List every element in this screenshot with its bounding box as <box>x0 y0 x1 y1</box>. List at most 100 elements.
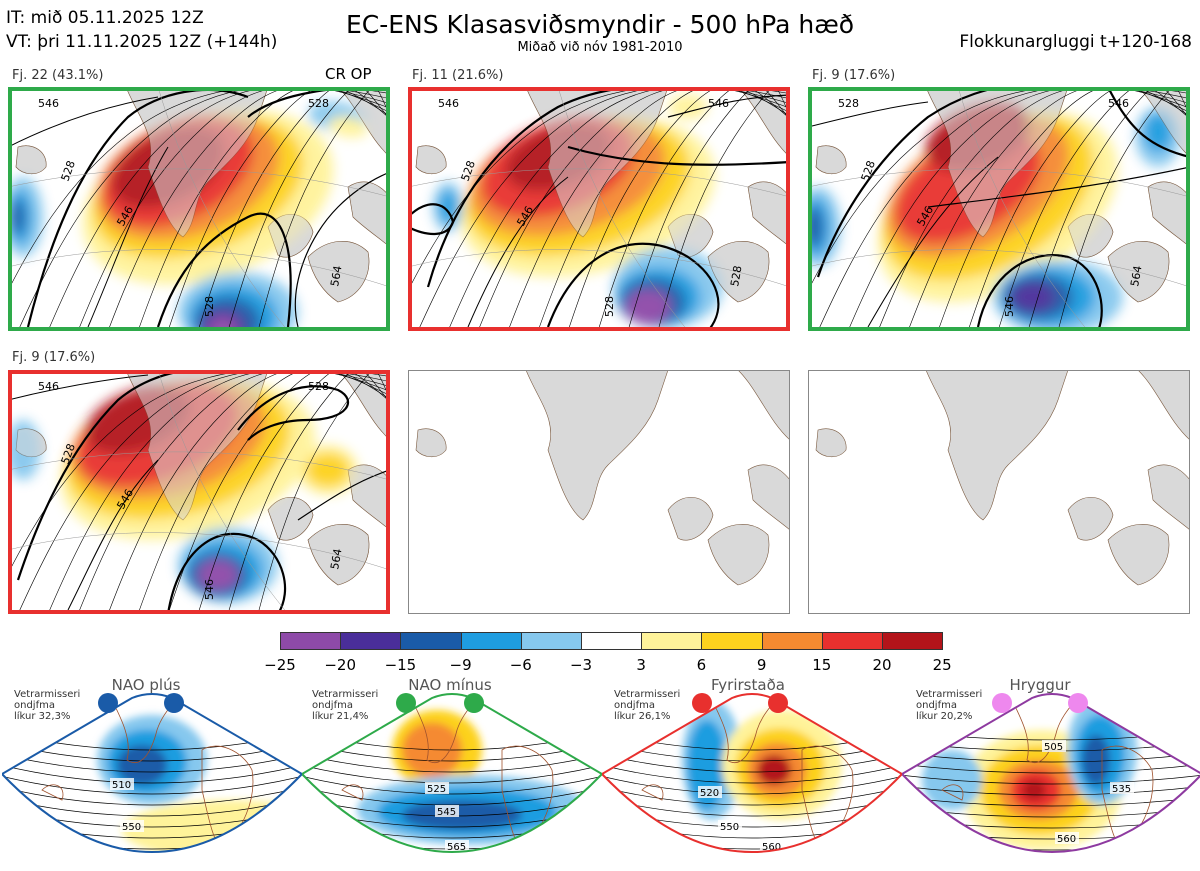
colorbar-tick-label: 25 <box>932 656 952 674</box>
regime-contour-label: 565 <box>447 842 466 853</box>
colorbar-tick-label: 3 <box>636 656 646 674</box>
contour-line <box>257 87 390 331</box>
contour-line-bold <box>8 374 149 401</box>
contour-line <box>1027 87 1190 331</box>
contour-line <box>537 87 790 331</box>
regime-contour-label: 525 <box>427 784 446 795</box>
contour-line-bold <box>247 87 372 118</box>
anomaly-blob <box>305 452 351 488</box>
regime-marker-dot <box>464 693 484 713</box>
regime-contour-label: 520 <box>700 788 719 799</box>
contour-line <box>77 87 390 331</box>
colorbar-swatch <box>400 632 462 650</box>
contour-line <box>197 87 390 331</box>
regime-contour-line <box>2 784 302 806</box>
regime-marker-dot <box>692 693 712 713</box>
contour-line-bold <box>546 242 720 331</box>
anomaly-blob <box>11 199 25 235</box>
land-mass <box>415 370 790 586</box>
contour-line <box>657 87 790 331</box>
regime-contour-line <box>602 850 902 852</box>
regime-label-bg <box>718 820 742 832</box>
contour-line-bold <box>87 146 169 328</box>
contour-line-bold <box>408 203 455 235</box>
regime-contour-label: 550 <box>720 822 739 833</box>
colorbar-tick-label: −15 <box>384 656 417 674</box>
regime-blob <box>402 800 522 830</box>
contour-line-bold <box>156 212 292 328</box>
regime-blob <box>117 745 167 785</box>
cluster-map-4: 528 546 546 528 564 546 <box>8 370 390 614</box>
colorbar-swatch <box>821 632 883 650</box>
contour-line-bold <box>976 254 1103 331</box>
panel-3-label: Fj. 9 (17.6%) <box>812 68 896 83</box>
anomaly-blob <box>1010 282 1056 312</box>
panel-frame <box>808 87 1190 331</box>
regime-contour-line <box>302 751 602 773</box>
colorbar-swatch <box>761 632 823 650</box>
regime-contour-line <box>602 762 902 784</box>
contour-line <box>137 370 390 614</box>
regime-marker-dot <box>768 693 788 713</box>
colorbar-tick-label: −25 <box>264 656 296 674</box>
regime-blob <box>1007 854 1037 866</box>
contour-line <box>77 370 390 614</box>
contour-line <box>967 87 1190 331</box>
regime-map-3: 520 550 560 <box>602 693 902 853</box>
contour-label: 564 <box>328 265 344 288</box>
regime-contour-line <box>302 850 602 852</box>
contour-line <box>257 370 390 614</box>
panel-frame <box>408 87 790 331</box>
contour-line-bold <box>808 101 929 128</box>
regime-map-4: 505 535 560 <box>902 693 1200 866</box>
contour-line <box>8 370 390 575</box>
contour-label: 528 <box>838 97 859 110</box>
colorbar-tick-label: −3 <box>569 656 593 674</box>
contour-label: 564 <box>1128 265 1144 288</box>
colorbar-tick-label: −20 <box>324 656 357 674</box>
contour-line <box>907 87 1190 331</box>
regime-contour-label: 560 <box>762 842 781 853</box>
panel-frame <box>8 87 390 331</box>
regime-2-note: Vetrarmisseri ondjfma líkur 21,4% <box>312 689 379 722</box>
regime-map-1: 510 550 <box>2 693 302 853</box>
contour-line <box>227 87 390 331</box>
regime-contour-line <box>302 784 602 806</box>
regime-1-name: NAO plús <box>111 676 181 694</box>
panel-frame <box>8 370 390 614</box>
regime-coastline <box>641 697 854 851</box>
page-title: EC-ENS Klasasviðsmyndir - 500 hPa hæð <box>345 10 855 39</box>
contour-line-bold <box>297 469 390 521</box>
contour-line-bold <box>567 145 790 166</box>
panel-1-badge: CR OP <box>325 65 372 83</box>
land-overlay <box>815 87 1190 303</box>
panel-frame <box>808 370 1190 614</box>
colorbar-tick-label: −6 <box>509 656 532 674</box>
regime-contour-label: 545 <box>437 807 456 818</box>
regime-label-bg <box>425 782 449 794</box>
anomaly-blob <box>625 289 671 325</box>
contour-line-bold <box>667 94 790 118</box>
valid-time: VT: þri 11.11.2025 12Z (+144h) <box>6 32 278 52</box>
regime-contour-line <box>902 795 1200 807</box>
regime-anomaly <box>682 700 842 820</box>
anomaly-blob <box>668 94 708 120</box>
regime-label-bg <box>445 840 469 852</box>
regime-marker-dot <box>396 693 416 713</box>
contour-label: 564 <box>328 548 344 571</box>
height-contours <box>8 87 390 331</box>
contour-label: 546 <box>38 97 59 110</box>
regime-frame <box>602 693 902 853</box>
empty-map-5 <box>408 370 790 614</box>
regime-4-name: Hryggur <box>1009 676 1071 694</box>
classification-window: Flokkunargluggi t+120-168 <box>959 32 1192 52</box>
regime-contour-label: 550 <box>122 822 141 833</box>
regime-frame <box>2 693 302 853</box>
contour-line <box>137 87 390 331</box>
regime-1-note: Vetrarmisseri ondjfma líkur 32,3% <box>14 689 81 722</box>
contour-label: 546 <box>38 380 59 393</box>
contour-label: 546 <box>1003 296 1016 317</box>
contour-line <box>507 87 790 331</box>
regime-label-bg <box>120 820 144 832</box>
contour-label: 528 <box>308 380 329 393</box>
